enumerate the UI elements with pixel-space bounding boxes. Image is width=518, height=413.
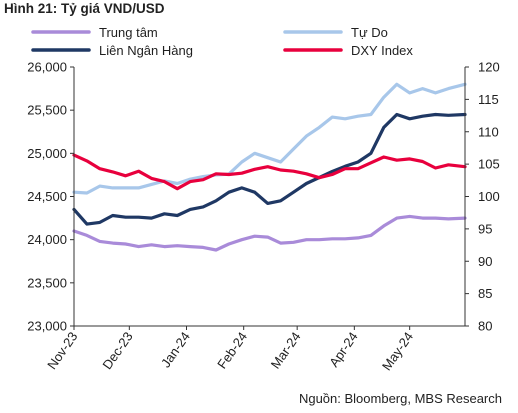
x-tick-label: Dec-23 — [99, 329, 135, 372]
series-layer — [72, 82, 467, 252]
x-tick-label: Mar-24 — [268, 329, 304, 371]
x-tick-label: Apr-24 — [326, 329, 361, 370]
series-line-1 — [72, 82, 467, 195]
y-right-tick-label: 80 — [478, 319, 492, 334]
y-left-tick-label: 25,000 — [27, 146, 67, 161]
series-line-2 — [72, 112, 467, 226]
x-tick-label: May-24 — [379, 329, 416, 373]
legend: Trung tâm Tự Do Liên Ngân Hàng DXY Index — [31, 25, 413, 58]
y-right-tick-label: 120 — [478, 60, 500, 75]
legend-label: Liên Ngân Hàng — [99, 43, 193, 58]
y-right-tick-label: 90 — [478, 254, 492, 269]
y-right-tick-label: 115 — [478, 92, 499, 107]
y-right-tick-label: 85 — [478, 286, 492, 301]
y-left-tick-label: 25,500 — [27, 103, 67, 118]
x-tick-label: Nov-23 — [44, 329, 80, 372]
series-line-0 — [72, 214, 467, 252]
legend-label: Trung tâm — [99, 25, 158, 40]
y-left-tick-label: 23,500 — [27, 275, 67, 290]
source-note: Nguồn: Bloomberg, MBS Research — [298, 391, 502, 406]
y-right-tick-label: 105 — [478, 157, 500, 172]
x-tick-label: Jan-24 — [158, 329, 193, 370]
legend-label: DXY Index — [351, 43, 413, 58]
x-tick-label: Feb-24 — [214, 329, 250, 371]
y-left-tick-label: 26,000 — [27, 60, 67, 75]
y-right-tick-label: 100 — [478, 189, 500, 204]
y-right-tick-label: 110 — [478, 124, 499, 139]
y-left-tick-label: 24,000 — [27, 232, 67, 247]
y-left-tick-label: 23,000 — [27, 319, 67, 334]
axes-layer: 23,000 23,500 24,000 24,500 25,000 25,500 26,0… — [27, 60, 499, 374]
y-right-tick-label: 95 — [478, 221, 492, 236]
series-line-3 — [72, 153, 467, 191]
chart-title: Hình 21: Tỷ giá VND/USD — [4, 1, 165, 16]
legend-label: Tự Do — [351, 25, 388, 40]
y-left-tick-label: 24,500 — [27, 189, 67, 204]
